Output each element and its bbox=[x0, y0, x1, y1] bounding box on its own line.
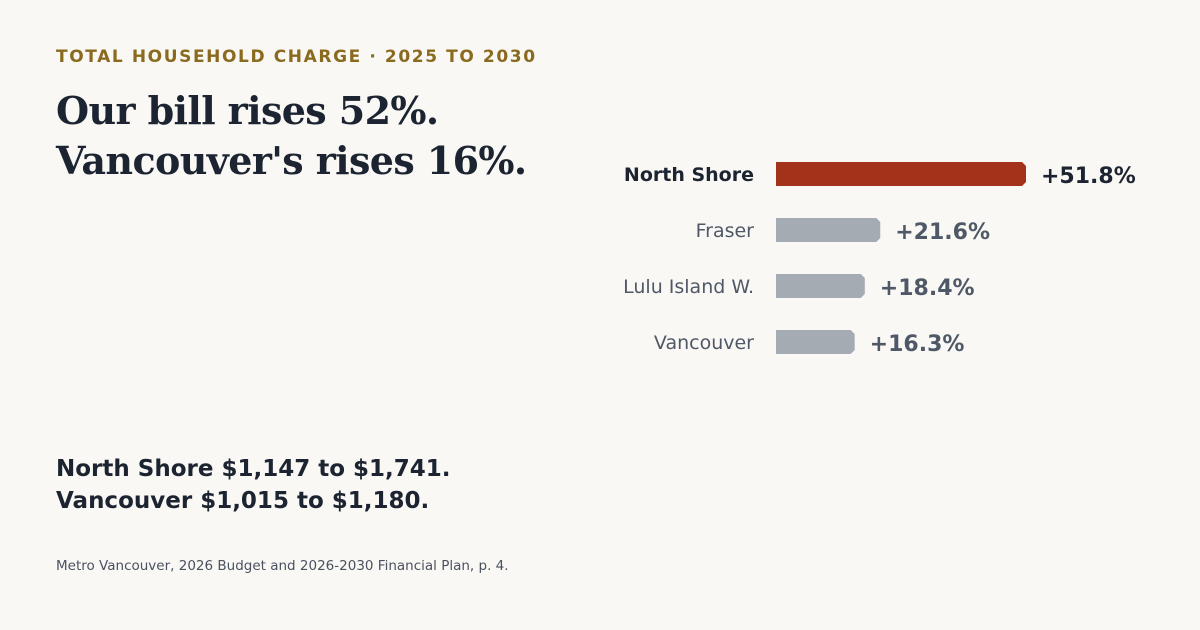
source-note: Metro Vancouver, 2026 Budget and 2026-20… bbox=[56, 558, 509, 574]
summary-line-2: Vancouver $1,015 to $1,180. bbox=[56, 488, 430, 514]
headline-line-1: Our bill rises 52%. bbox=[56, 88, 439, 133]
category-label: Vancouver bbox=[654, 332, 754, 354]
category-label: Fraser bbox=[696, 220, 755, 242]
bar-chart: North Shore +51.8% Fraser +21.6% Lulu Island… bbox=[623, 162, 1136, 357]
headline: Our bill rises 52%. Vancouver's rises 16… bbox=[56, 86, 576, 186]
bar bbox=[776, 162, 1026, 186]
value-label: +16.3% bbox=[870, 332, 965, 357]
bar bbox=[776, 218, 881, 242]
bar bbox=[776, 274, 865, 298]
value-label: +18.4% bbox=[880, 276, 975, 301]
summary-line-1: North Shore $1,147 to $1,741. bbox=[56, 456, 451, 482]
bar bbox=[776, 330, 855, 354]
summary: North Shore $1,147 to $1,741. Vancouver … bbox=[56, 453, 451, 517]
value-label: +51.8% bbox=[1041, 164, 1136, 189]
value-label: +21.6% bbox=[895, 220, 990, 245]
category-label: Lulu Island W. bbox=[623, 276, 754, 298]
category-label: North Shore bbox=[624, 164, 754, 186]
headline-line-2: Vancouver's rises 16%. bbox=[56, 138, 527, 183]
eyebrow-label: TOTAL HOUSEHOLD CHARGE · 2025 TO 2030 bbox=[56, 47, 537, 67]
